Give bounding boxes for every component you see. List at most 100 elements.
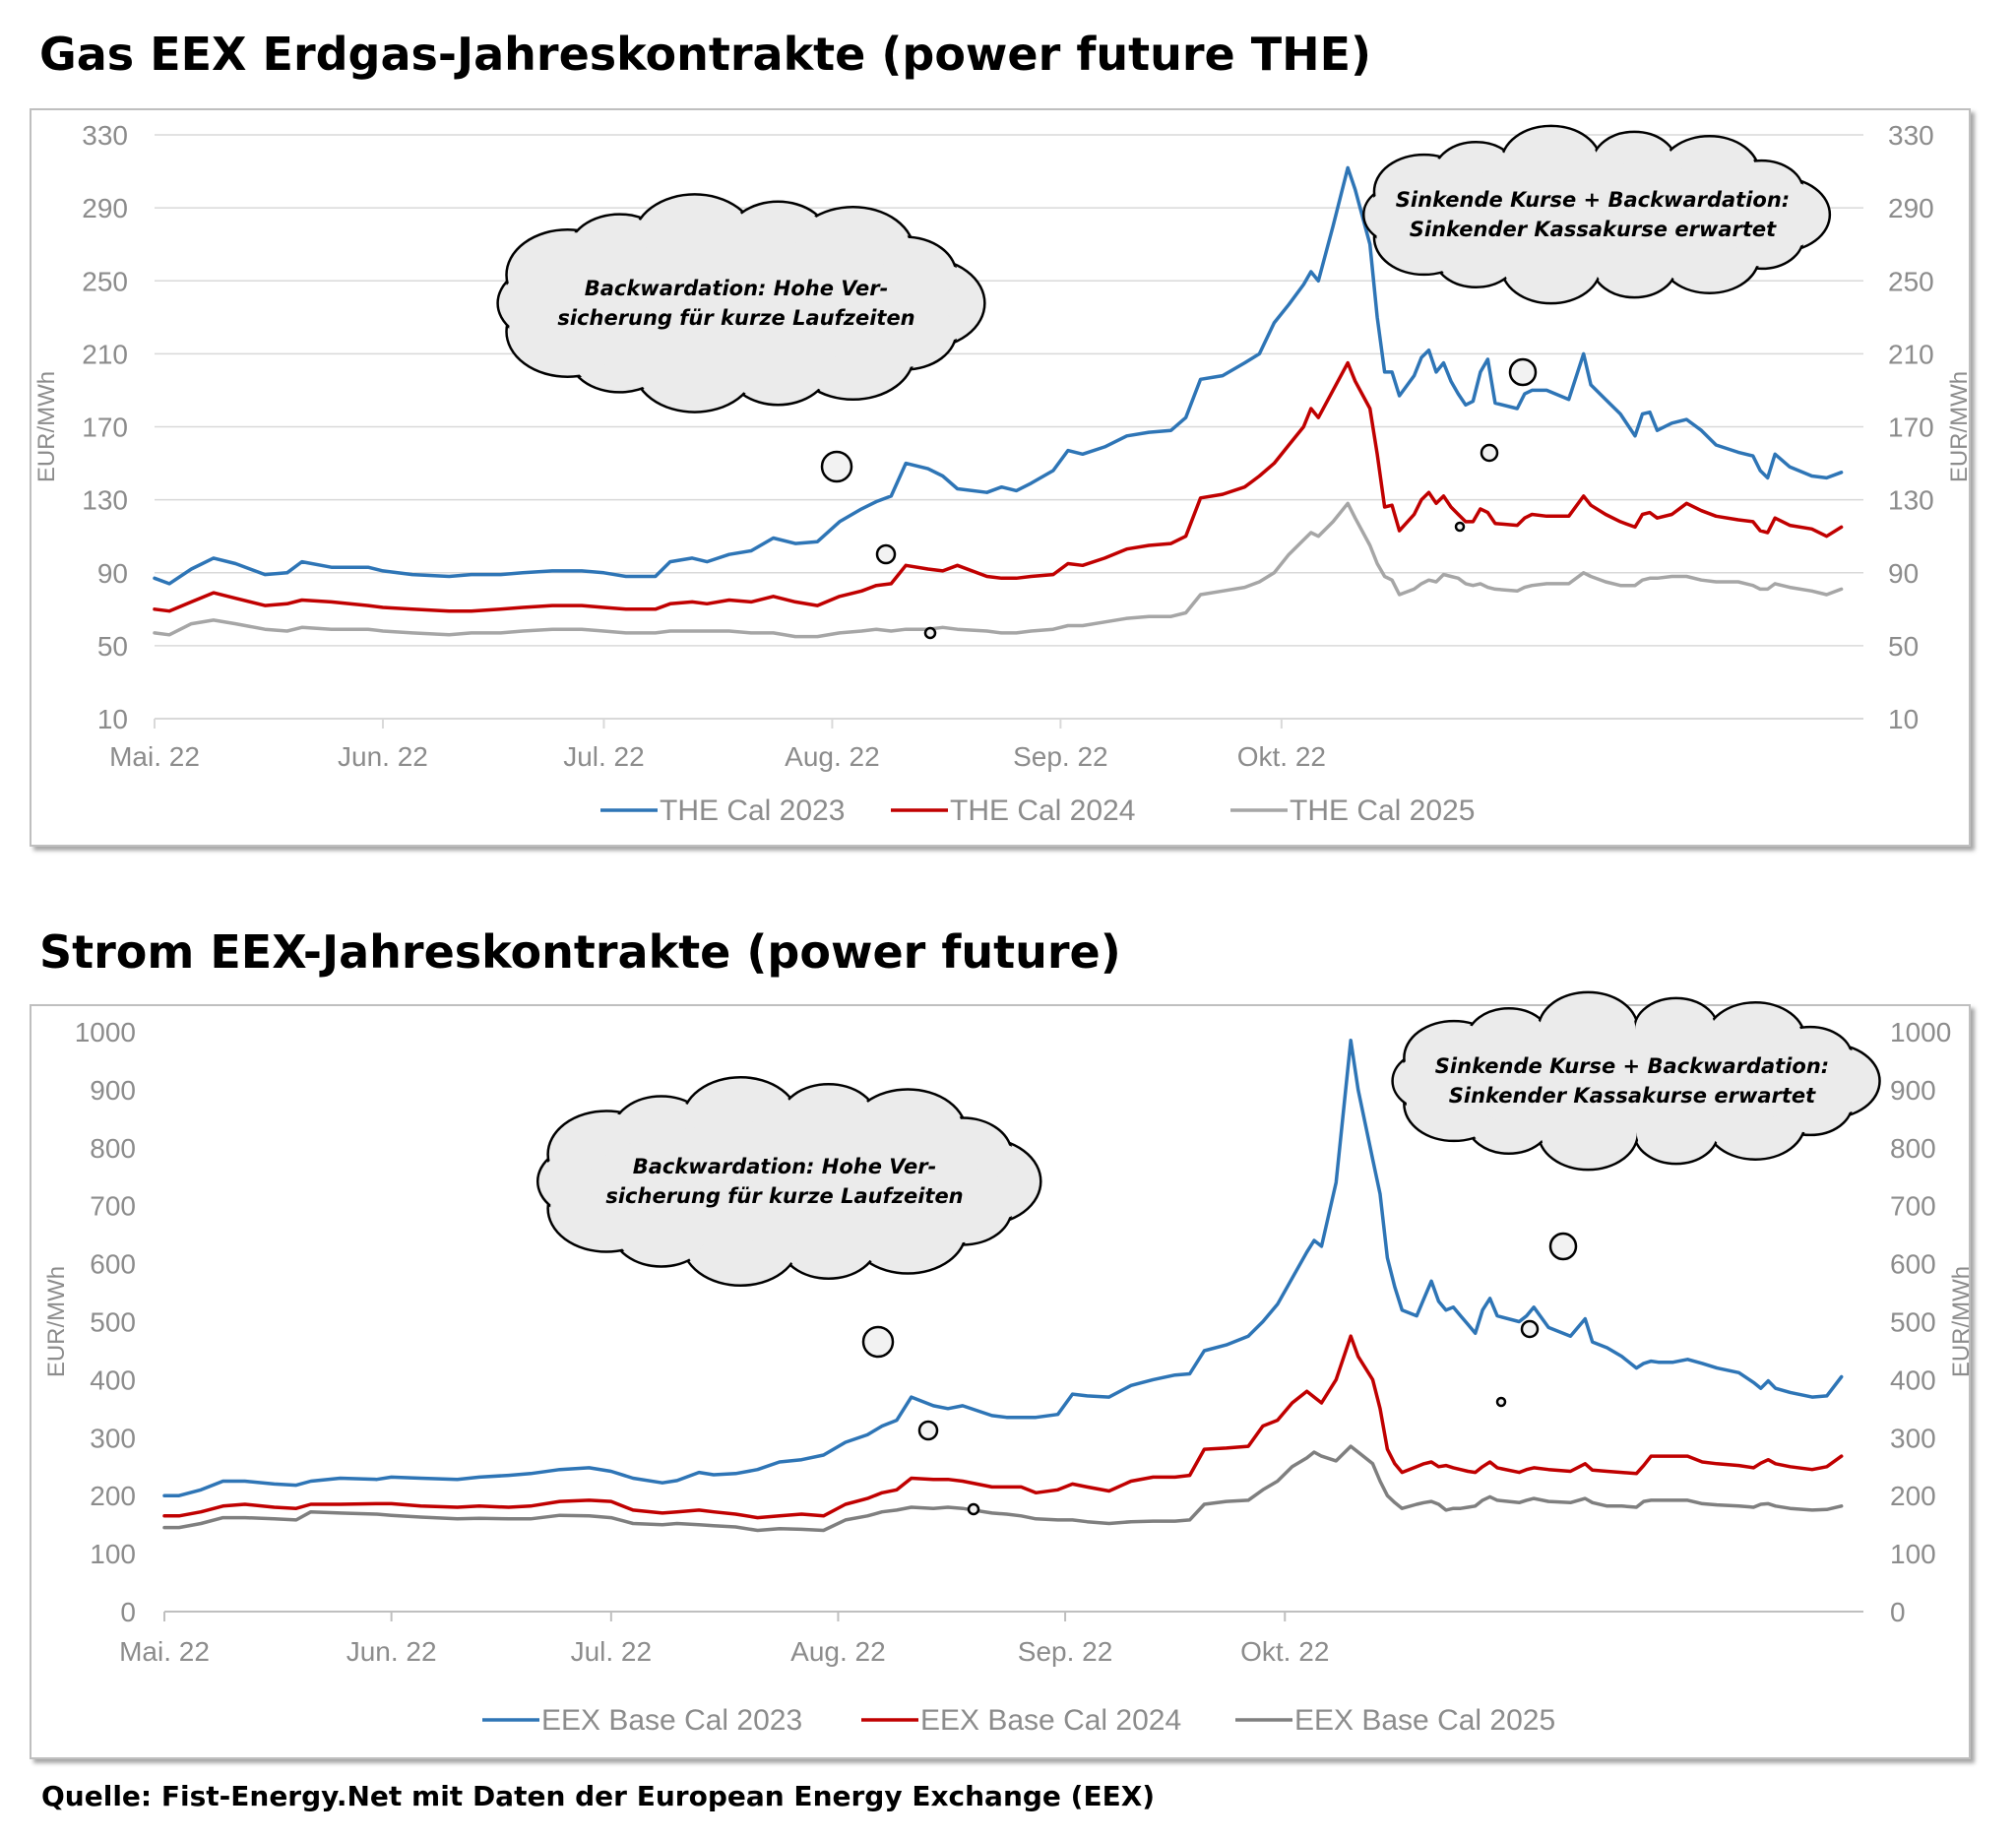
y-tick-label: 50 xyxy=(97,631,128,662)
y2-tick-label: 130 xyxy=(1888,485,1934,516)
y2-tick-label: 0 xyxy=(1890,1597,1906,1627)
x-tick-label: Jul. 22 xyxy=(571,1636,653,1667)
y-tick-label: 290 xyxy=(82,193,128,223)
thought-bubble xyxy=(1520,1319,1540,1339)
annotation-cloud: Sinkende Kurse + Backwardation: Sinkender… xyxy=(1391,990,1881,1172)
x-tick-label: Okt. 22 xyxy=(1240,1636,1329,1667)
legend-label: EEX Base Cal 2025 xyxy=(1294,1704,1555,1737)
cloud-body xyxy=(1405,162,1781,267)
y-tick-label: 250 xyxy=(82,266,128,296)
y-tick-label: 600 xyxy=(90,1249,136,1280)
x-tick-label: Jun. 22 xyxy=(346,1636,437,1667)
y2-tick-label: 90 xyxy=(1888,558,1919,589)
x-tick-label: Jun. 22 xyxy=(338,741,428,772)
thought-bubble xyxy=(861,1325,895,1359)
y-tick-label: 700 xyxy=(90,1191,136,1222)
y-tick-label: 300 xyxy=(90,1423,136,1453)
source-note: Quelle: Fist-Energy.Net mit Daten der Eu… xyxy=(41,1780,1156,1812)
x-tick-label: Sep. 22 xyxy=(1013,741,1108,772)
annotation-text: Sinkende Kurse + Backwardation: xyxy=(1396,188,1790,212)
y-tick-label: 1000 xyxy=(75,1017,136,1047)
annotation-cloud: Backwardation: Hohe Ver-sicherung für ku… xyxy=(496,193,986,413)
y2-tick-label: 250 xyxy=(1888,266,1934,296)
annotation-cloud: Backwardation: Hohe Ver-sicherung für ku… xyxy=(536,1075,1042,1288)
y2-axis-title: EUR/MWh xyxy=(1948,1266,1975,1377)
y-tick-label: 170 xyxy=(82,412,128,443)
y-tick-label: 330 xyxy=(82,120,128,151)
y2-tick-label: 800 xyxy=(1890,1133,1936,1164)
series-line xyxy=(153,360,1844,613)
y2-tick-label: 1000 xyxy=(1890,1017,1951,1047)
annotation-text: sicherung für kurze Laufzeiten xyxy=(605,1184,963,1208)
thought-bubble xyxy=(875,543,897,565)
thought-bubble xyxy=(967,1502,980,1516)
y-tick-label: 130 xyxy=(82,485,128,516)
legend-label: THE Cal 2024 xyxy=(950,794,1135,827)
thought-bubble xyxy=(1480,443,1499,463)
y2-tick-label: 200 xyxy=(1890,1481,1936,1511)
x-tick-label: Mai. 22 xyxy=(119,1636,210,1667)
chart-2: 0 0 100 100 200 200 300 300 400 400 500 500 600 600 70… xyxy=(43,990,1975,1737)
thought-bubble xyxy=(820,450,853,483)
y2-tick-label: 210 xyxy=(1888,339,1934,369)
thought-bubble xyxy=(1508,357,1538,387)
y-axis-title: EUR/MWh xyxy=(43,1266,70,1377)
x-tick-label: Sep. 22 xyxy=(1018,1636,1113,1667)
power-chart-title: Strom EEX-Jahreskontrakte (power future) xyxy=(39,925,1121,979)
cloud-body xyxy=(1434,1029,1830,1133)
series-line xyxy=(162,1444,1844,1533)
y-tick-label: 400 xyxy=(90,1364,136,1395)
thought-bubble xyxy=(1495,1396,1507,1408)
series-line xyxy=(162,1039,1844,1497)
y2-tick-label: 100 xyxy=(1890,1539,1936,1569)
y-tick-label: 210 xyxy=(82,339,128,369)
annotation-text: sicherung für kurze Laufzeiten xyxy=(557,306,914,330)
y2-axis-title: EUR/MWh xyxy=(1946,371,1973,482)
annotation-text: Sinkender Kassakurse erwartet xyxy=(1449,1084,1816,1108)
legend-label: EEX Base Cal 2023 xyxy=(541,1704,802,1737)
y-tick-label: 500 xyxy=(90,1307,136,1338)
y2-tick-label: 400 xyxy=(1890,1364,1936,1395)
y2-tick-label: 500 xyxy=(1890,1307,1936,1338)
legend-label: THE Cal 2025 xyxy=(1290,794,1475,827)
annotation-text: Backwardation: Hohe Ver- xyxy=(585,277,889,300)
x-tick-label: Mai. 22 xyxy=(109,741,200,772)
annotation-text: Backwardation: Hohe Ver- xyxy=(633,1155,937,1178)
thought-bubble xyxy=(1454,521,1466,533)
legend-label: THE Cal 2023 xyxy=(660,794,845,827)
y-tick-label: 0 xyxy=(120,1597,136,1627)
y-tick-label: 100 xyxy=(90,1539,136,1569)
y-tick-label: 800 xyxy=(90,1133,136,1164)
y2-tick-label: 50 xyxy=(1888,631,1919,662)
x-tick-label: Jul. 22 xyxy=(563,741,645,772)
y-tick-label: 90 xyxy=(97,558,128,589)
x-tick-label: Aug. 22 xyxy=(790,1636,886,1667)
cloud-body xyxy=(548,239,924,367)
y2-tick-label: 700 xyxy=(1890,1191,1936,1222)
y-axis-title: EUR/MWh xyxy=(33,371,60,482)
annotation-text: Sinkender Kassakurse erwartet xyxy=(1410,218,1777,241)
thought-bubble xyxy=(917,1420,939,1441)
gas-chart-title: Gas EEX Erdgas-Jahreskontrakte (power fu… xyxy=(39,28,1372,81)
series-line xyxy=(153,501,1844,639)
chart-1: 10 10 50 50 90 90 130 130 170 170 210 210 250 250 290 2… xyxy=(33,120,1973,827)
x-tick-label: Okt. 22 xyxy=(1237,741,1326,772)
cloud-body xyxy=(587,1120,982,1242)
y2-tick-label: 170 xyxy=(1888,412,1934,443)
annotation-text: Sinkende Kurse + Backwardation: xyxy=(1435,1054,1829,1078)
y2-tick-label: 900 xyxy=(1890,1075,1936,1106)
thought-bubble xyxy=(923,626,937,640)
y-tick-label: 10 xyxy=(97,704,128,734)
y2-tick-label: 290 xyxy=(1888,193,1934,223)
legend-label: EEX Base Cal 2024 xyxy=(920,1704,1181,1737)
y2-tick-label: 10 xyxy=(1888,704,1919,734)
series-line xyxy=(153,165,1844,586)
y2-tick-label: 330 xyxy=(1888,120,1934,151)
annotation-cloud: Sinkende Kurse + Backwardation: Sinkender… xyxy=(1361,124,1832,305)
y-tick-label: 900 xyxy=(90,1075,136,1106)
y2-tick-label: 600 xyxy=(1890,1249,1936,1280)
y-tick-label: 200 xyxy=(90,1481,136,1511)
series-line xyxy=(162,1334,1844,1520)
x-tick-label: Aug. 22 xyxy=(785,741,880,772)
